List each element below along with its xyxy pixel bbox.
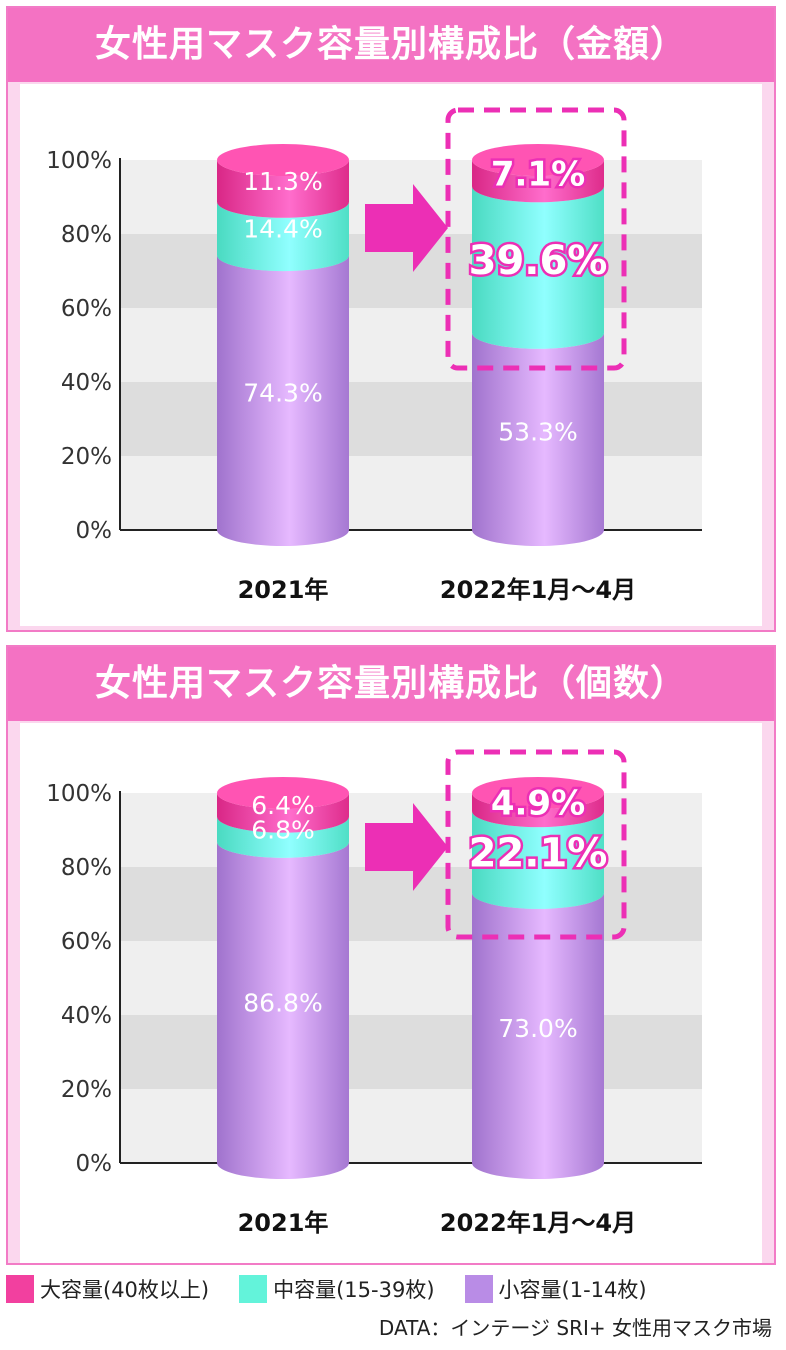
grid-band: [120, 1015, 702, 1089]
data-label: 86.8%: [243, 988, 322, 1017]
grid-band: [120, 1089, 702, 1163]
grid-band: [120, 456, 702, 530]
bar-segment-medium: [217, 201, 349, 272]
chart-title: 女性用マスク容量別構成比（個数）: [8, 647, 774, 721]
y-tick-label: 100%: [46, 148, 112, 174]
y-tick-label: 60%: [61, 296, 112, 322]
data-label: 74.3%: [243, 379, 322, 408]
data-label-highlight: 4.9%: [491, 783, 585, 823]
data-label: 14.4%: [243, 214, 322, 243]
chart-count: 0% 20% 40% 60% 80% 100% 86.8% 6.8%6.4% 2021年 73.0…: [20, 723, 762, 1263]
y-tick-label: 60%: [61, 929, 112, 955]
y-tick-label: 100%: [46, 781, 112, 807]
bar-segment-large: [217, 160, 349, 218]
legend-label: 小容量(1-14枚): [498, 1278, 647, 1302]
y-tick-label: 40%: [61, 1003, 112, 1029]
grid-band: [120, 308, 702, 382]
data-label-highlight: 7.1%: [491, 154, 585, 194]
legend-label: 中容量(15-39枚): [273, 1278, 435, 1302]
chart-panel-amount: 女性用マスク容量別構成比（金額） 0% 20% 40% 60% 80% 100% 74.3%…: [6, 6, 776, 632]
bar-segment-medium: [472, 811, 604, 909]
chart-panel-count: 女性用マスク容量別構成比（個数） 0% 20% 40% 60% 80% 100% 86.8%…: [6, 645, 776, 1265]
y-tick-label: 20%: [61, 1077, 112, 1103]
bar-segment-small: [217, 841, 349, 1179]
x-tick-label: 2021年: [238, 1209, 329, 1237]
y-tick-label: 0%: [76, 518, 113, 544]
bar-top-large: [472, 144, 604, 176]
bar-segment-medium: [217, 816, 349, 858]
grid-band: [120, 867, 702, 941]
legend-item-small: 小容量(1-14枚): [464, 1274, 647, 1304]
legend-label: 大容量(40枚以上): [40, 1278, 210, 1302]
bar-segment-small: [472, 892, 604, 1179]
bar-segment-large: [472, 160, 604, 203]
legend-swatch-medium: [239, 1275, 268, 1303]
grid-band: [120, 382, 702, 456]
data-label: 6.4%: [251, 791, 315, 820]
legend-swatch-small: [464, 1275, 493, 1303]
y-tick-label: 80%: [61, 855, 112, 881]
highlight-box: [445, 107, 627, 371]
bar-segment-large: [217, 793, 349, 833]
x-tick-label: 2022年1月～4月: [440, 576, 636, 604]
data-label: 73.0%: [498, 1014, 577, 1043]
data-label-highlight: 39.6%: [469, 238, 608, 284]
grid-band: [120, 941, 702, 1015]
chart-title: 女性用マスク容量別構成比（金額）: [8, 8, 774, 82]
legend-item-large: 大容量(40枚以上): [6, 1274, 209, 1304]
legend-swatch-large: [6, 1275, 34, 1303]
highlight-box: [445, 749, 627, 940]
y-tick-label: 20%: [61, 444, 112, 470]
y-tick-label: 0%: [76, 1151, 113, 1177]
bar-segment-large: [472, 793, 604, 828]
arrow-right-icon: [365, 803, 448, 891]
data-label: 6.8%: [251, 815, 315, 844]
legend: 大容量(40枚以上) 中容量(15-39枚) 小容量(1-14枚): [6, 1274, 780, 1304]
data-label: 11.3%: [243, 167, 322, 196]
bar-top-large: [472, 777, 604, 809]
y-tick-label: 40%: [61, 370, 112, 396]
data-source: DATA：インテージ SRI+ 女性用マスク市場: [378, 1316, 772, 1340]
legend-item-medium: 中容量(15-39枚): [239, 1274, 435, 1304]
y-tick-label: 80%: [61, 222, 112, 248]
x-tick-label: 2022年1月～4月: [440, 1209, 636, 1237]
bar-segment-medium: [472, 186, 604, 349]
data-label-highlight: 22.1%: [469, 830, 608, 876]
chart-amount: 0% 20% 40% 60% 80% 100% 74.3% 14.4% 11.3% 2021年 53…: [20, 84, 762, 626]
arrow-right-icon: [365, 184, 448, 272]
bar-top-large: [217, 144, 349, 176]
bar-segment-small: [217, 255, 349, 546]
bar-segment-small: [472, 332, 604, 546]
x-tick-label: 2021年: [238, 576, 329, 604]
bar-top-large: [217, 777, 349, 809]
data-label: 53.3%: [498, 417, 577, 446]
